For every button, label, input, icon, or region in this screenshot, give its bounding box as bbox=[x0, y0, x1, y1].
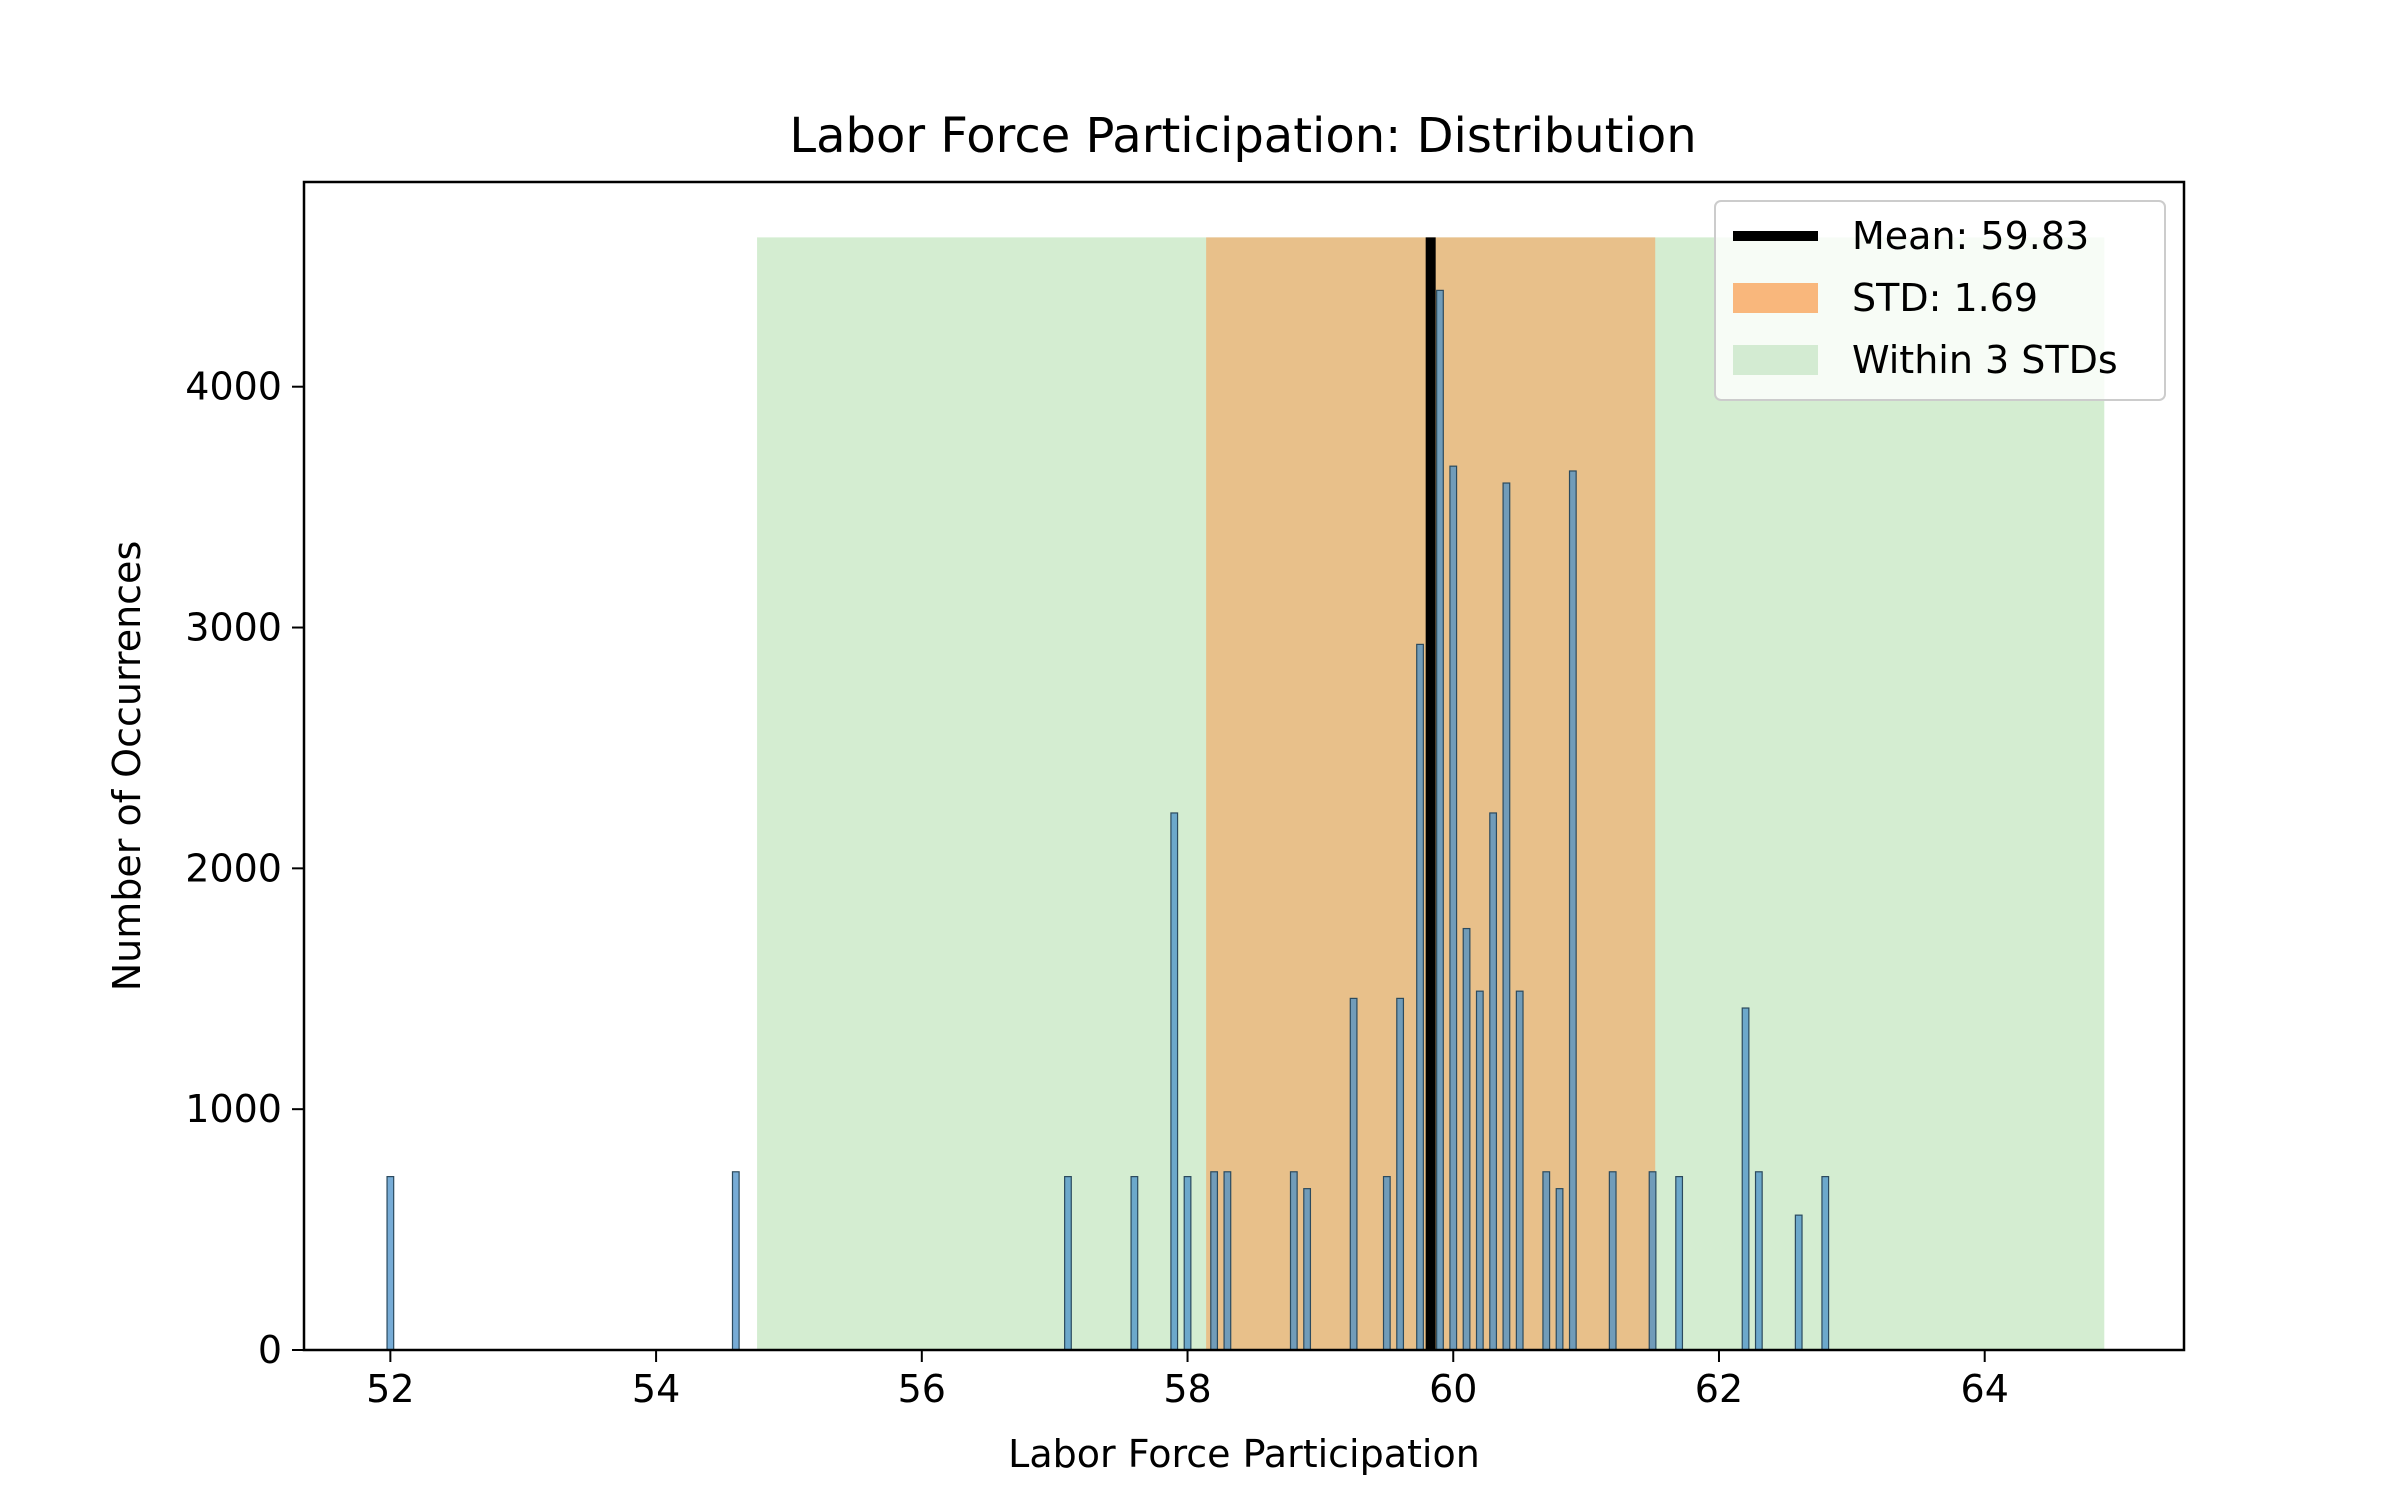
x-tick-label: 56 bbox=[898, 1367, 946, 1411]
histogram-bar bbox=[1223, 1171, 1232, 1351]
histogram-bar bbox=[1064, 1176, 1072, 1351]
y-tick-label: 4000 bbox=[185, 365, 282, 409]
x-tick-label: 52 bbox=[366, 1367, 414, 1411]
histogram-bar bbox=[1436, 289, 1444, 1351]
y-tick-label: 3000 bbox=[185, 606, 282, 650]
histogram-bar bbox=[1416, 643, 1424, 1351]
x-tick-label: 58 bbox=[1163, 1367, 1211, 1411]
histogram-bar bbox=[1170, 812, 1179, 1351]
legend-box bbox=[1714, 200, 2166, 401]
y-tick-label: 0 bbox=[258, 1328, 282, 1372]
legend-swatch-std bbox=[1733, 283, 1818, 313]
histogram-bar bbox=[1449, 465, 1458, 1351]
histogram-bar bbox=[1741, 1007, 1750, 1351]
legend-label: STD: 1.69 bbox=[1852, 276, 2038, 320]
plot-frame bbox=[302, 180, 2186, 1352]
x-tick-label: 62 bbox=[1695, 1367, 1743, 1411]
histogram-bar bbox=[1515, 990, 1524, 1351]
y-tick-label: 1000 bbox=[185, 1087, 282, 1131]
histogram-bar bbox=[1130, 1176, 1139, 1351]
histogram-bar bbox=[1289, 1171, 1298, 1351]
histogram-bar bbox=[1608, 1171, 1617, 1351]
histogram-bar bbox=[1555, 1188, 1564, 1351]
histogram-bar bbox=[1648, 1171, 1657, 1351]
histogram-bar bbox=[1754, 1171, 1763, 1351]
histogram-bar bbox=[1794, 1214, 1803, 1351]
histogram-bar bbox=[1568, 470, 1577, 1351]
histogram-bar bbox=[1210, 1171, 1219, 1351]
chart-title: Labor Force Participation: Distribution bbox=[789, 108, 1696, 164]
histogram-bar bbox=[1542, 1171, 1551, 1351]
histogram-bar bbox=[1502, 482, 1511, 1351]
legend-swatch-3std bbox=[1733, 345, 1818, 375]
y-tick-label: 2000 bbox=[185, 846, 282, 890]
histogram-bar bbox=[1349, 997, 1358, 1351]
histogram-bar bbox=[731, 1171, 740, 1351]
histogram-bar bbox=[1183, 1176, 1192, 1351]
histogram-bar bbox=[1462, 927, 1471, 1351]
x-axis-ticks: 52 54 56 58 60 62 64 bbox=[366, 1350, 2009, 1411]
x-tick-label: 54 bbox=[632, 1367, 680, 1411]
histogram-bar bbox=[1382, 1176, 1391, 1351]
histogram-bar bbox=[1475, 990, 1484, 1351]
histogram-bar bbox=[1396, 997, 1405, 1351]
x-tick-label: 64 bbox=[1961, 1367, 2009, 1411]
histogram-bar bbox=[1303, 1188, 1312, 1351]
histogram-bar bbox=[1489, 812, 1498, 1351]
x-tick-label: 60 bbox=[1429, 1367, 1477, 1411]
y-axis-label: Number of Occurrences bbox=[105, 541, 149, 992]
legend-label: Within 3 STDs bbox=[1852, 338, 2118, 382]
histogram-bar bbox=[1821, 1176, 1830, 1351]
legend-label: Mean: 59.83 bbox=[1852, 214, 2089, 258]
legend: Mean: 59.83 STD: 1.69 Within 3 STDs bbox=[1714, 200, 2166, 401]
histogram-bar bbox=[1675, 1176, 1684, 1351]
x-axis-label: Labor Force Participation bbox=[1008, 1432, 1480, 1476]
histogram-bar bbox=[386, 1176, 395, 1351]
y-axis-ticks: 0 1000 2000 3000 4000 bbox=[185, 365, 304, 1372]
